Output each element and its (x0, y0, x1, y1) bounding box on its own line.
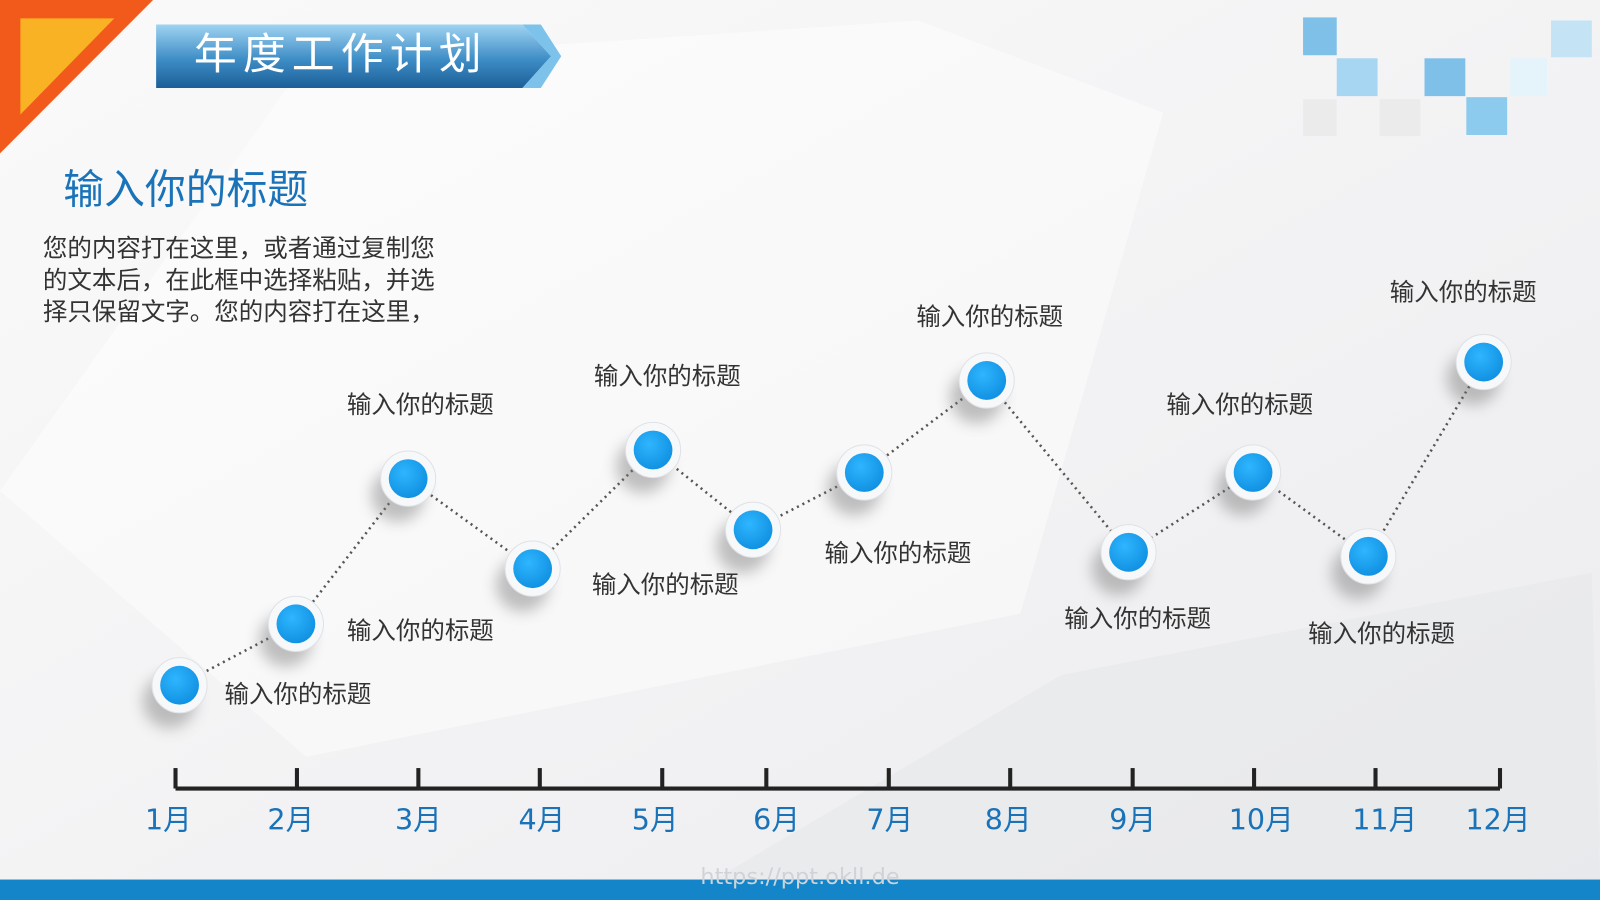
milestone-label: 输入你的标题 (594, 361, 741, 390)
section-body: 您的内容打在这里，或者通过复制您的文本后，在此框中选择粘贴，并选择只保留文字。您… (42, 234, 435, 327)
month-label: 9月 (1109, 802, 1156, 836)
section-title: 输入你的标题 (63, 165, 308, 213)
milestone-label: 输入你的标题 (1166, 390, 1313, 419)
banner-arrow (522, 24, 562, 88)
node-dot (733, 510, 773, 550)
month-label: 5月 (632, 802, 679, 836)
month-label: 1月 (145, 802, 192, 836)
node-dot (388, 459, 428, 499)
timeline: 1月 2月 3月 4月 5月 6月 7月 8月 9月 10月 11月 12月输入你的标题输入你的标题输… (142, 278, 1537, 836)
milestone-label: 输入你的标题 (1308, 619, 1455, 648)
milestone-label: 输入你的标题 (224, 679, 371, 708)
month-label: 4月 (518, 802, 565, 836)
node-dot (513, 549, 553, 589)
node-dot (160, 665, 199, 705)
month-label: 12月 (1466, 802, 1531, 836)
month-label: 6月 (753, 802, 800, 836)
node-dot (633, 430, 673, 470)
milestone-label: 输入你的标题 (347, 616, 494, 645)
month-label: 2月 (267, 802, 314, 836)
milestone-label: 输入你的标题 (1064, 604, 1211, 633)
bg-shape (0, 20, 1164, 757)
milestone-label: 输入你的标题 (347, 390, 494, 419)
body-box: 您的内容打在这里，或者通过复制您的文本后，在此框中选择粘贴，并选择只保留文字。您… (42, 234, 435, 327)
milestone-label: 输入你的标题 (1390, 278, 1537, 307)
month-label: 7月 (866, 802, 913, 836)
deco-squares (1303, 17, 1592, 137)
node-dot (1464, 342, 1504, 382)
node-dot (967, 361, 1007, 400)
node-dot (1109, 532, 1148, 572)
month-label: 8月 (985, 802, 1032, 836)
connector (178, 361, 1485, 687)
milestone-label: 输入你的标题 (592, 570, 739, 599)
month-label: 10月 (1229, 802, 1294, 836)
milestone-label: 输入你的标题 (916, 302, 1063, 331)
header-title: 年度工作计划 (194, 30, 488, 80)
month-label: 3月 (395, 802, 442, 836)
node-dot (1233, 453, 1273, 492)
footer-bar (0, 879, 1600, 900)
title-banner (156, 24, 552, 88)
milestone-label: 输入你的标题 (824, 538, 971, 567)
month-label: 11月 (1352, 802, 1417, 836)
node-dot (276, 604, 316, 644)
node-dot (1348, 536, 1388, 576)
watermark: https://ppt.okll.de (700, 864, 899, 890)
node-dot (844, 453, 884, 492)
bg-shape (714, 572, 1600, 880)
